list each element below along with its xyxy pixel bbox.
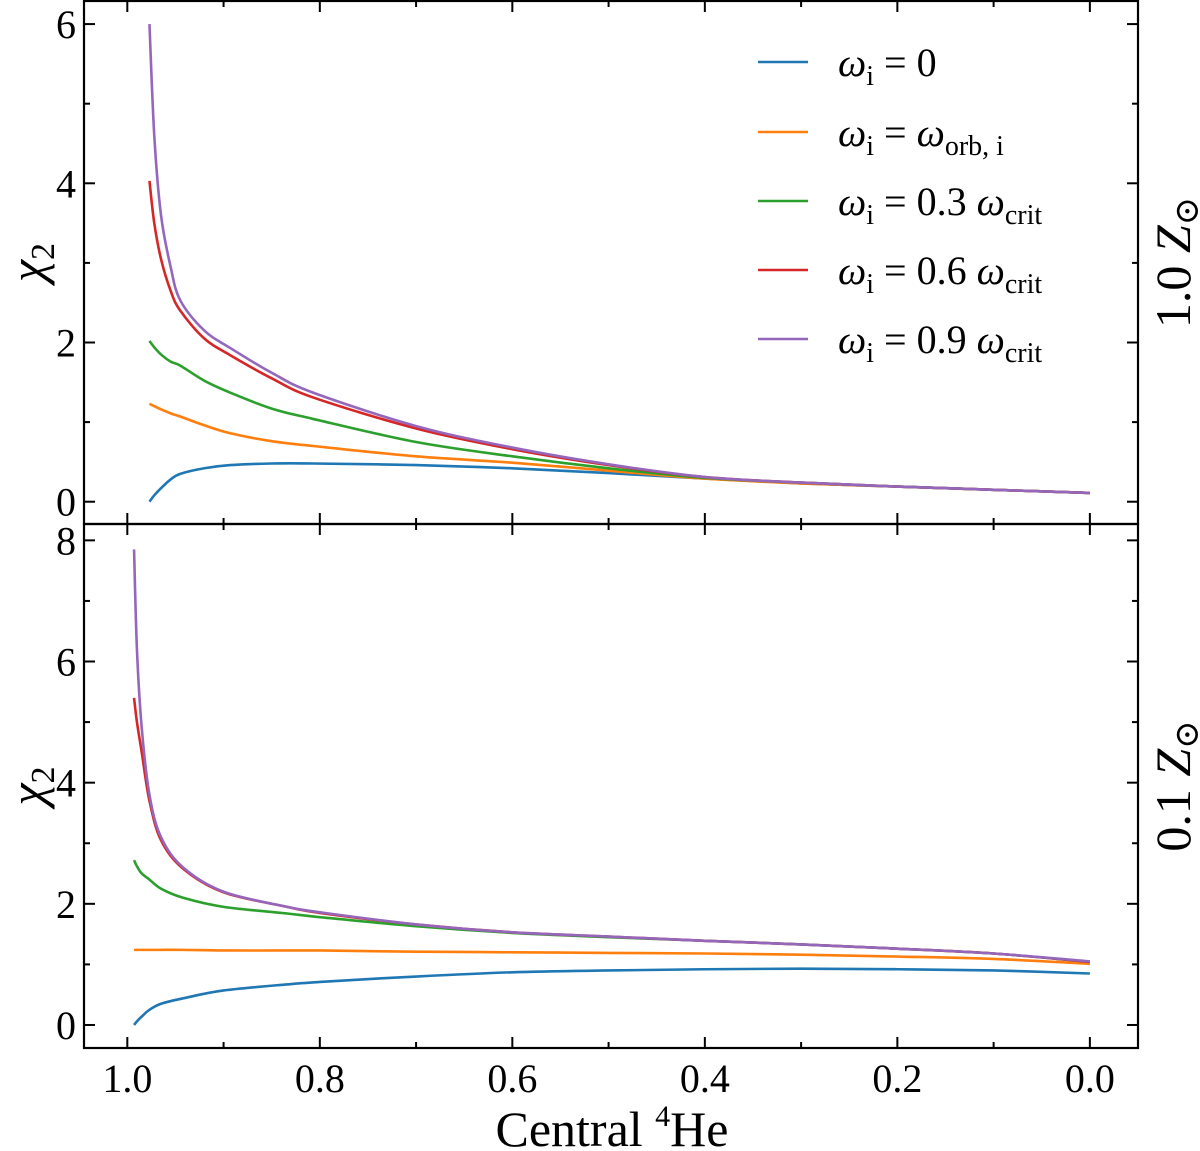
plot-frame	[82, 522, 1140, 1050]
y-tick-label: 6	[56, 2, 76, 47]
y-tick-label: 0	[56, 1003, 76, 1048]
x-tick-label: 0.4	[680, 1056, 730, 1101]
series-line-2	[134, 948, 1090, 966]
y-tick-label: 0	[56, 480, 76, 525]
y-tick-label: 4	[56, 161, 76, 206]
legend-label: ωi = 0.9 ωcrit	[838, 317, 1042, 369]
x-tick-label: 0.0	[1065, 1056, 1115, 1101]
x-tick-label: 1.0	[102, 1056, 152, 1101]
y-tick-label: 8	[56, 518, 76, 563]
series-line-2	[148, 402, 1090, 495]
series-line-3	[132, 859, 1090, 964]
legend-label: ωi = 0	[838, 40, 937, 92]
y-tick-label: 2	[56, 321, 76, 366]
y-tick-label: 2	[56, 882, 76, 927]
y-axis-label: χ2	[0, 243, 62, 286]
panel-1: 0 2 4 6 χ2 1.0 Z⊙ ωi = 0 ωi = ωorb, i ωi = 0.3 ω…	[0, 0, 1200, 526]
series-line-5	[148, 24, 1090, 495]
x-tick-label: 0.6	[487, 1056, 537, 1101]
series-line-5	[132, 549, 1090, 963]
metallicity-label: 1.0 Z⊙	[1145, 197, 1200, 328]
x-tick-label: 0.8	[295, 1056, 345, 1101]
x-axis-label: Central 4He	[496, 1100, 729, 1151]
y-axis-label: χ2	[0, 767, 62, 810]
panel-2: 1.0 0.8 0.6 0.4 0.2 0.0 0 2 4 6 8 χ2 0.1 Z⊙	[0, 518, 1200, 1101]
x-tick-label: 0.2	[872, 1056, 922, 1101]
series-line-3	[148, 340, 1090, 495]
series-line-4	[132, 697, 1090, 964]
metallicity-label: 0.1 Z⊙	[1145, 720, 1200, 851]
legend-label: ωi = 0.6 ωcrit	[838, 248, 1042, 300]
legend: ωi = 0 ωi = ωorb, i ωi = 0.3 ωcrit ωi = 0.6…	[758, 40, 1042, 369]
legend-label: ωi = ωorb, i	[838, 110, 1004, 162]
y-tick-label: 4	[56, 761, 76, 806]
legend-label: ωi = 0.3 ωcrit	[838, 179, 1042, 231]
y-tick-label: 6	[56, 640, 76, 685]
series-line-1	[133, 967, 1090, 1026]
